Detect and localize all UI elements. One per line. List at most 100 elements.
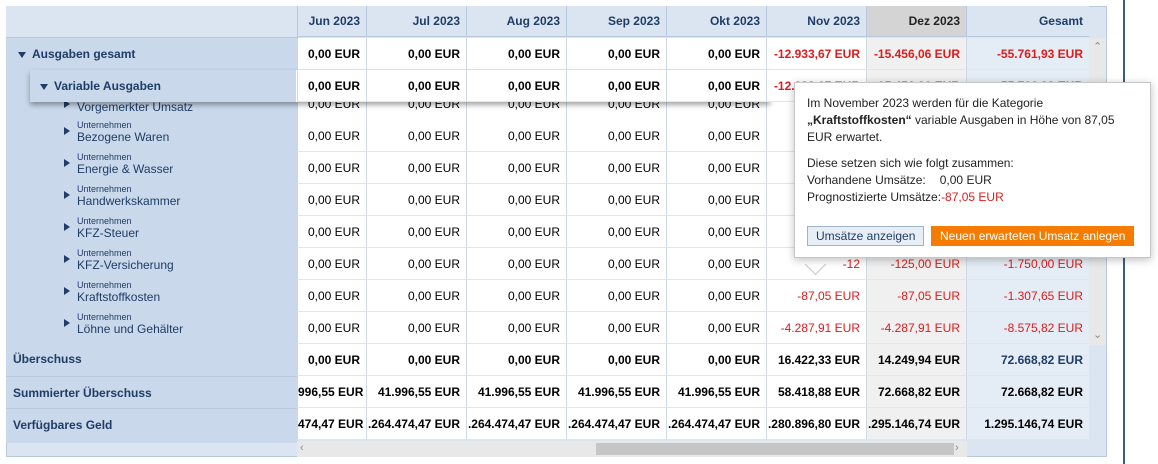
value-cell[interactable]: 0,00 EUR [366, 280, 466, 312]
value-cell[interactable]: 1.295.146,74 EUR [966, 408, 1089, 440]
value-cell[interactable]: .264.474,47 EUR [466, 408, 566, 440]
value-cell[interactable]: 0,00 EUR [297, 120, 366, 152]
expand-icon[interactable] [64, 287, 70, 295]
value-cell[interactable]: 0,00 EUR [666, 38, 766, 70]
expand-icon[interactable] [64, 255, 70, 263]
category-row[interactable]: Unternehmen KFZ-Versicherung [64, 248, 174, 272]
column-header[interactable]: Dez 2023 [866, 6, 966, 37]
value-cell[interactable]: -12.933,67 EUR [766, 38, 866, 70]
value-cell[interactable]: 0,00 EUR [297, 184, 366, 216]
column-header[interactable]: Sep 2023 [566, 6, 666, 37]
value-cell[interactable]: 0,00 EUR [466, 38, 566, 70]
column-header[interactable]: Gesamt [966, 6, 1089, 37]
value-cell[interactable]: 0,00 EUR [297, 152, 366, 184]
value-cell[interactable]: 0,00 EUR [366, 312, 466, 344]
value-cell[interactable]: 0,00 EUR [566, 216, 666, 248]
value-cell[interactable]: 0,00 EUR [366, 344, 466, 376]
value-cell[interactable]: 14.249,94 EUR [866, 344, 966, 376]
value-cell[interactable]: 0,00 EUR [566, 248, 666, 280]
value-cell[interactable]: 58.418,88 EUR [766, 376, 866, 408]
value-cell[interactable]: 72.668,82 EUR [866, 376, 966, 408]
value-cell[interactable]: 0,00 EUR [666, 344, 766, 376]
value-cell[interactable]: 0,00 EUR [366, 248, 466, 280]
value-cell[interactable]: -87,05 EUR [866, 280, 966, 312]
value-cell[interactable]: -4.287,91 EUR [766, 312, 866, 344]
value-cell[interactable]: -8.575,82 EUR [966, 312, 1089, 344]
value-cell[interactable]: 0,00 EUR [466, 248, 566, 280]
value-cell[interactable]: 0,00 EUR [466, 152, 566, 184]
value-cell[interactable]: 0,00 EUR [666, 248, 766, 280]
value-cell[interactable]: 0,00 EUR [466, 184, 566, 216]
category-row[interactable]: Unternehmen Bezogene Waren [64, 120, 169, 144]
value-cell[interactable]: 0,00 EUR [297, 248, 366, 280]
new-expected-transaction-button[interactable]: Neuen erwarteten Umsatz anlegen [931, 226, 1135, 246]
category-row[interactable]: Unternehmen Kraftstoffkosten [64, 280, 160, 304]
row-variable-ausgaben[interactable]: Variable Ausgaben [30, 70, 296, 102]
value-cell[interactable]: .280.896,80 EUR [766, 408, 866, 440]
value-cell[interactable]: 0,00 EUR [297, 70, 366, 102]
scroll-left-icon[interactable]: ‹ [300, 442, 304, 454]
value-cell[interactable]: 41.996,55 EUR [566, 376, 666, 408]
value-cell[interactable]: 0,00 EUR [297, 312, 366, 344]
value-cell[interactable]: 0,00 EUR [366, 70, 466, 102]
value-cell[interactable]: 0,00 EUR [297, 216, 366, 248]
column-header[interactable]: Jul 2023 [366, 6, 466, 37]
collapse-icon[interactable] [18, 51, 26, 58]
value-cell[interactable]: -87,05 EUR [766, 280, 866, 312]
expand-icon[interactable] [64, 100, 70, 108]
value-cell[interactable]: 474,47 EUR [297, 408, 366, 440]
value-cell[interactable]: 0,00 EUR [366, 152, 466, 184]
value-cell[interactable]: 0,00 EUR [466, 344, 566, 376]
value-cell[interactable]: 0,00 EUR [566, 70, 666, 102]
expand-icon[interactable] [64, 127, 70, 135]
value-cell[interactable]: 0,00 EUR [666, 120, 766, 152]
value-cell[interactable]: 0,00 EUR [297, 344, 366, 376]
value-cell[interactable]: 0,00 EUR [466, 216, 566, 248]
value-cell[interactable]: 0,00 EUR [666, 280, 766, 312]
expand-icon[interactable] [64, 159, 70, 167]
value-cell[interactable]: .264.474,47 EUR [566, 408, 666, 440]
category-row[interactable]: Unternehmen Löhne und Gehälter [64, 312, 183, 336]
value-cell[interactable]: -15.456,06 EUR [866, 38, 966, 70]
value-cell[interactable]: 0,00 EUR [566, 152, 666, 184]
scroll-down-icon[interactable]: ⌄ [1093, 329, 1103, 341]
value-cell[interactable]: 0,00 EUR [297, 38, 366, 70]
value-cell[interactable]: 0,00 EUR [566, 184, 666, 216]
value-cell[interactable]: 0,00 EUR [566, 38, 666, 70]
value-cell[interactable]: 0,00 EUR [566, 312, 666, 344]
collapse-icon[interactable] [40, 83, 48, 90]
value-cell[interactable]: 41.996,55 EUR [666, 376, 766, 408]
expand-icon[interactable] [64, 223, 70, 231]
column-header[interactable]: Jun 2023 [297, 6, 366, 37]
expand-icon[interactable] [64, 191, 70, 199]
value-cell[interactable]: 0,00 EUR [566, 120, 666, 152]
expand-icon[interactable] [64, 319, 70, 327]
scroll-right-icon[interactable]: › [955, 442, 959, 454]
value-cell[interactable]: 0,00 EUR [466, 120, 566, 152]
value-cell[interactable]: 0,00 EUR [366, 184, 466, 216]
value-cell[interactable]: -4.287,91 EUR [866, 312, 966, 344]
value-cell[interactable]: 41.996,55 EUR [466, 376, 566, 408]
column-header[interactable]: Aug 2023 [466, 6, 566, 37]
value-cell[interactable]: 0,00 EUR [666, 312, 766, 344]
value-cell[interactable]: 0,00 EUR [366, 38, 466, 70]
value-cell[interactable]: 72.668,82 EUR [966, 344, 1089, 376]
value-cell[interactable]: 0,00 EUR [566, 344, 666, 376]
value-cell[interactable]: 16.422,33 EUR [766, 344, 866, 376]
value-cell[interactable]: 0,00 EUR [666, 216, 766, 248]
value-cell[interactable]: 996,55 EUR [297, 376, 366, 408]
row-ausgaben-gesamt[interactable]: Ausgaben gesamt [6, 38, 298, 70]
value-cell[interactable]: 0,00 EUR [466, 70, 566, 102]
value-cell[interactable]: 0,00 EUR [466, 280, 566, 312]
column-header[interactable]: Okt 2023 [666, 6, 766, 37]
value-cell[interactable]: 0,00 EUR [666, 184, 766, 216]
value-cell[interactable]: .295.146,74 EUR [866, 408, 966, 440]
value-cell[interactable]: .264.474,47 EUR [366, 408, 466, 440]
value-cell[interactable]: 41.996,55 EUR [366, 376, 466, 408]
value-cell[interactable]: 0,00 EUR [366, 120, 466, 152]
category-row[interactable]: Unternehmen KFZ-Steuer [64, 216, 139, 240]
value-cell[interactable]: 0,00 EUR [666, 152, 766, 184]
value-cell[interactable]: -55.761,93 EUR [966, 38, 1089, 70]
category-row[interactable]: Vorgemerkter Umsatz [64, 100, 193, 114]
show-transactions-button[interactable]: Umsätze anzeigen [807, 226, 925, 246]
